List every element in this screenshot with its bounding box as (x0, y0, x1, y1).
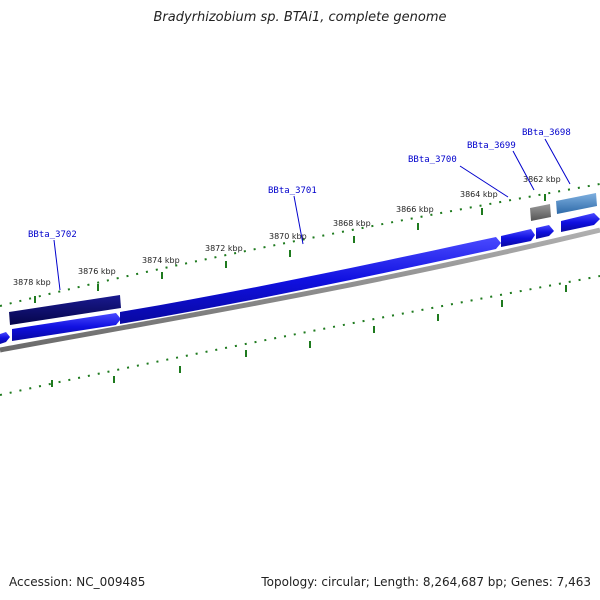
forward-features (0, 213, 600, 344)
kbp-label: 3872 kbp (205, 244, 243, 253)
kbp-label: 3878 kbp (13, 278, 51, 287)
cds-feature[interactable] (536, 225, 554, 239)
kbp-label: 3870 kbp (269, 232, 307, 241)
gene-leader-line (512, 150, 535, 191)
kbp-label: 3862 kbp (523, 175, 561, 184)
genome-title: Bradyrhizobium sp. BTAi1, complete genom… (153, 10, 447, 25)
genome-stats-text: Topology: circular; Length: 8,264,687 bp… (261, 575, 591, 589)
gene-feature-gray[interactable] (530, 204, 551, 221)
gene-label[interactable]: BBta_3701 (268, 186, 317, 196)
kbp-label: 3868 kbp (333, 219, 371, 228)
kbp-label: 3864 kbp (460, 190, 498, 199)
gene-feature-navy[interactable] (9, 295, 121, 325)
genome-backbone (0, 227, 600, 353)
cds-feature[interactable] (12, 313, 121, 341)
kbp-label: 3874 kbp (142, 256, 180, 265)
gene-label[interactable]: BBta_3698 (522, 128, 571, 138)
outer-major-ticks (34, 194, 546, 303)
gene-leader-line (459, 165, 509, 198)
cds-feature[interactable] (501, 229, 535, 247)
gene-label[interactable]: BBta_3700 (408, 155, 457, 165)
accession-text: Accession: NC_009485 (9, 575, 146, 589)
gene-leader-line (293, 195, 304, 245)
gene-leader-line (53, 239, 61, 291)
cds-feature[interactable] (561, 213, 600, 232)
gene-label[interactable]: BBta_3702 (28, 230, 77, 240)
gene-leader-line (544, 138, 571, 185)
gene-label[interactable]: BBta_3699 (467, 141, 516, 151)
inner-major-ticks (51, 285, 567, 387)
kbp-label: 3866 kbp (396, 205, 434, 214)
gene-feature-steelblue[interactable] (556, 193, 597, 214)
cds-feature[interactable] (0, 332, 10, 344)
cds-feature[interactable] (120, 237, 501, 324)
kbp-label: 3876 kbp (78, 267, 116, 276)
